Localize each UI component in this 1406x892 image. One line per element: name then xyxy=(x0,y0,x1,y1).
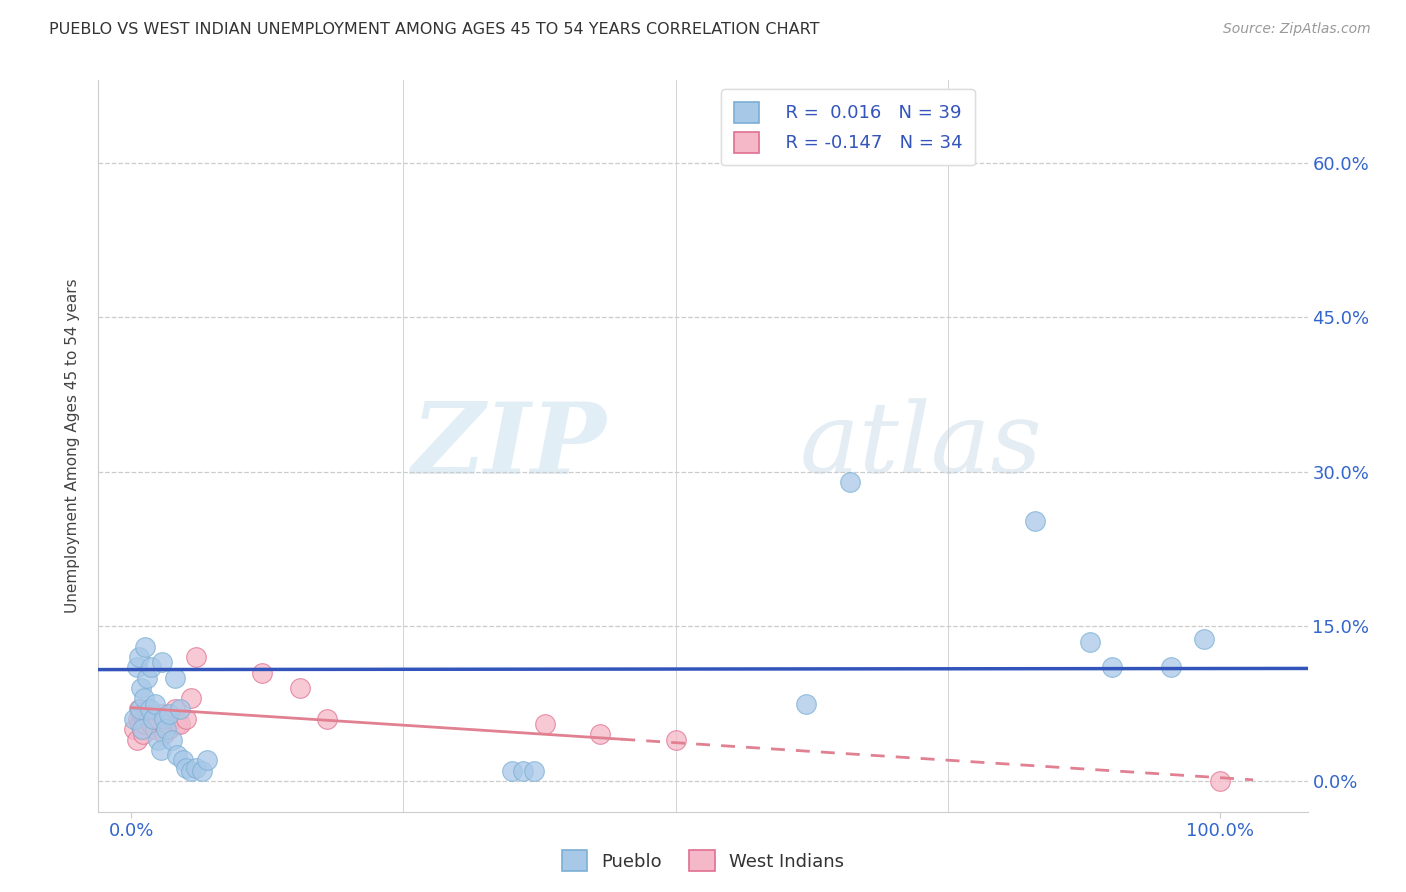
Point xyxy=(152,712,174,726)
Point xyxy=(155,723,177,737)
Point xyxy=(131,723,153,737)
Point xyxy=(142,712,165,726)
Point xyxy=(523,764,546,778)
Point xyxy=(124,712,146,726)
Point xyxy=(143,723,166,737)
Legend:   R =  0.016   N = 39,   R = -0.147   N = 34: R = 0.016 N = 39, R = -0.147 N = 34 xyxy=(721,89,974,165)
Point xyxy=(169,702,191,716)
Point xyxy=(136,671,159,685)
Point xyxy=(191,764,214,778)
Point xyxy=(138,702,160,716)
Point xyxy=(1160,660,1182,674)
Point xyxy=(149,743,172,757)
Point xyxy=(186,650,208,665)
Point xyxy=(127,712,149,726)
Point xyxy=(839,475,862,489)
Point xyxy=(166,747,188,762)
Legend: Pueblo, West Indians: Pueblo, West Indians xyxy=(555,843,851,879)
Point xyxy=(1078,634,1101,648)
Point xyxy=(180,764,202,778)
Point xyxy=(588,727,610,741)
Point xyxy=(125,732,148,747)
Point xyxy=(134,640,156,654)
Point xyxy=(162,732,184,747)
Point xyxy=(138,712,160,726)
Point xyxy=(665,732,688,747)
Point xyxy=(157,706,180,721)
Point xyxy=(162,712,184,726)
Point xyxy=(152,727,174,741)
Text: PUEBLO VS WEST INDIAN UNEMPLOYMENT AMONG AGES 45 TO 54 YEARS CORRELATION CHART: PUEBLO VS WEST INDIAN UNEMPLOYMENT AMONG… xyxy=(49,22,820,37)
Point xyxy=(163,671,186,685)
Point xyxy=(174,712,197,726)
Point xyxy=(129,706,152,721)
Point xyxy=(128,717,150,731)
Point xyxy=(148,712,170,726)
Point xyxy=(534,717,557,731)
Point xyxy=(139,717,162,731)
Point xyxy=(125,660,148,674)
Point xyxy=(134,712,156,726)
Point xyxy=(1209,773,1232,788)
Point xyxy=(157,723,180,737)
Point xyxy=(501,764,523,778)
Point xyxy=(124,723,146,737)
Point xyxy=(143,697,166,711)
Point xyxy=(316,712,339,726)
Point xyxy=(195,753,218,767)
Point xyxy=(1101,660,1123,674)
Point xyxy=(132,727,155,741)
Point xyxy=(128,702,150,716)
Point xyxy=(166,717,188,731)
Point xyxy=(150,706,173,721)
Point xyxy=(796,697,818,711)
Text: ZIP: ZIP xyxy=(412,398,606,494)
Point xyxy=(163,702,186,716)
Point xyxy=(180,691,202,706)
Point xyxy=(1024,514,1046,528)
Point xyxy=(128,650,150,665)
Point xyxy=(150,656,173,670)
Point xyxy=(1192,632,1215,646)
Point xyxy=(174,761,197,775)
Point xyxy=(136,702,159,716)
Point xyxy=(288,681,311,695)
Point xyxy=(129,681,152,695)
Point xyxy=(172,753,194,767)
Text: Source: ZipAtlas.com: Source: ZipAtlas.com xyxy=(1223,22,1371,37)
Point xyxy=(128,702,150,716)
Point xyxy=(169,717,191,731)
Point xyxy=(131,723,153,737)
Point xyxy=(155,723,177,737)
Point xyxy=(139,660,162,674)
Point xyxy=(148,732,170,747)
Point xyxy=(512,764,534,778)
Text: atlas: atlas xyxy=(800,399,1042,493)
Point xyxy=(250,665,273,680)
Point xyxy=(186,761,208,775)
Point xyxy=(134,717,156,731)
Point xyxy=(142,712,165,726)
Y-axis label: Unemployment Among Ages 45 to 54 years: Unemployment Among Ages 45 to 54 years xyxy=(65,278,80,614)
Point xyxy=(134,691,156,706)
